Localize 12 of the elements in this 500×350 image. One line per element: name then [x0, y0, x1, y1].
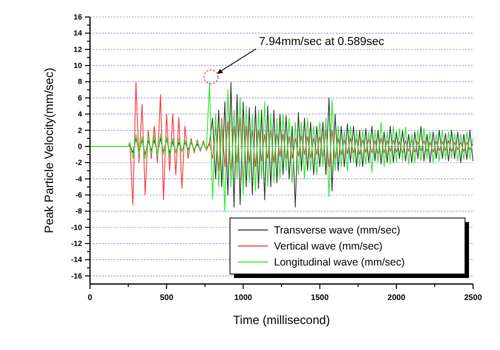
x-tick-label: 0 — [88, 293, 93, 302]
y-axis-title: Peak Particle Velocity(mm/sec) — [42, 68, 56, 234]
legend-label: Longitudinal wave (mm/sec) — [274, 256, 405, 269]
x-axis-title: Time (millisecond) — [233, 313, 330, 327]
legend-label: Transverse wave (mm/sec) — [274, 224, 400, 237]
x-tick-label: 1000 — [234, 293, 253, 302]
x-tick-label: 500 — [160, 293, 174, 302]
legend-label: Vertical wave (mm/sec) — [274, 240, 383, 253]
x-tick-label: 1500 — [310, 293, 330, 302]
x-tick-label: 2000 — [388, 293, 406, 302]
x-tick-label: 2500 — [464, 293, 482, 302]
annotation: 7.94mm/sec at 0.589sec — [259, 36, 385, 48]
